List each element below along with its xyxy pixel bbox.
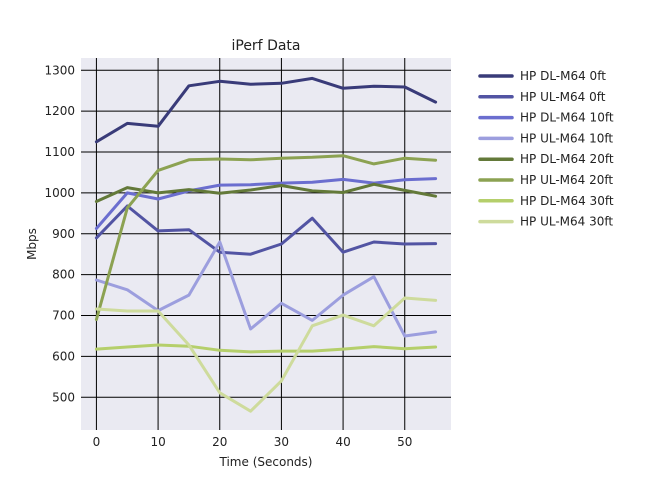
x-tick-label: 30 — [274, 435, 289, 449]
series-line-5 — [94, 154, 438, 322]
y-tick-label: 500 — [52, 390, 75, 404]
legend-label: HP DL-M64 30ft — [520, 194, 614, 208]
grid-lines — [81, 58, 451, 430]
x-tick-label: 50 — [397, 435, 412, 449]
legend-label: HP UL-M64 0ft — [520, 90, 606, 104]
y-tick-label: 1000 — [44, 186, 75, 200]
x-tick-label: 10 — [150, 435, 165, 449]
series-line-2 — [94, 177, 438, 230]
series-line-6 — [94, 343, 438, 354]
legend-label: HP UL-M64 30ft — [520, 215, 613, 229]
y-tick-label: 900 — [52, 227, 75, 241]
legend-label: HP DL-M64 10ft — [520, 111, 614, 125]
legend-label: HP UL-M64 10ft — [520, 131, 613, 145]
y-tick-label: 1300 — [44, 63, 75, 77]
y-tick-label: 800 — [52, 268, 75, 282]
x-tick-label: 20 — [212, 435, 227, 449]
series-line-0 — [94, 76, 438, 144]
series-line-4 — [94, 182, 438, 203]
y-tick-label: 700 — [52, 309, 75, 323]
series-lines — [94, 76, 438, 413]
x-axis-label: Time (Seconds) — [219, 455, 313, 469]
y-tick-label: 1100 — [44, 145, 75, 159]
series-line-7 — [94, 296, 438, 413]
legend-label: HP DL-M64 20ft — [520, 152, 614, 166]
y-tick-label: 600 — [52, 349, 75, 363]
y-tick-label: 1200 — [44, 104, 75, 118]
legend-label: HP DL-M64 0ft — [520, 69, 606, 83]
legend-label: HP UL-M64 20ft — [520, 173, 613, 187]
x-tick-label: 0 — [93, 435, 101, 449]
x-tick-label: 40 — [335, 435, 350, 449]
chart-title: iPerf Data — [231, 38, 300, 54]
legend: HP DL-M64 0ft HP UL-M64 0ft HP DL-M64 10ft… — [478, 69, 614, 229]
series-line-1 — [94, 204, 438, 256]
y-tick-labels: 500 600 700 800 900 1000 1100 1200 1300 — [44, 63, 75, 404]
x-tick-labels: 0 10 20 30 40 50 — [93, 435, 413, 449]
y-axis-label: Mbps — [25, 228, 39, 260]
series-line-3 — [94, 240, 438, 338]
